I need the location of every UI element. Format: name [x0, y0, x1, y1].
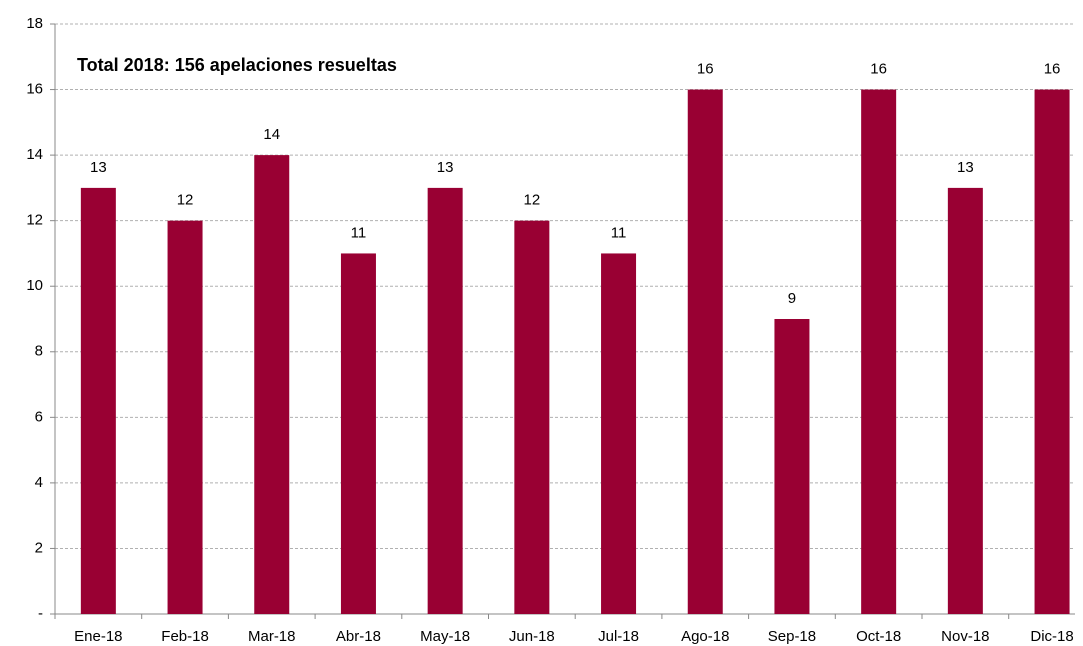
- bar: [80, 187, 116, 614]
- y-tick-label: 2: [35, 539, 43, 556]
- x-tick-label: Ene-18: [74, 628, 122, 645]
- x-tick-label: Sep-18: [768, 628, 816, 645]
- bar: [601, 253, 637, 614]
- y-tick-label: 14: [26, 146, 43, 163]
- x-tick-label: Abr-18: [336, 628, 381, 645]
- data-label: 12: [177, 192, 194, 209]
- data-label: 11: [351, 224, 367, 241]
- annotation: Total 2018: 156 apelaciones resueltas: [77, 55, 397, 75]
- bar: [254, 155, 290, 614]
- y-tick-label: 6: [35, 408, 43, 425]
- x-tick-label: Ago-18: [681, 628, 729, 645]
- x-tick-label: May-18: [420, 628, 470, 645]
- bar: [514, 220, 550, 614]
- data-label: 16: [697, 61, 714, 78]
- bar: [167, 220, 203, 614]
- data-label: 13: [90, 159, 107, 176]
- y-tick-label: -: [38, 605, 43, 622]
- x-tick-label: Dic-18: [1030, 628, 1073, 645]
- bar: [774, 319, 810, 614]
- bar: [687, 89, 723, 615]
- x-tick-label: Nov-18: [941, 628, 989, 645]
- y-tick-label: 12: [26, 212, 43, 229]
- x-tick-label: Oct-18: [856, 628, 901, 645]
- y-tick-label: 4: [35, 474, 43, 491]
- bar: [427, 187, 463, 614]
- data-label: 12: [524, 192, 541, 209]
- y-tick-label: 16: [26, 81, 43, 98]
- bar: [1034, 89, 1070, 615]
- data-label: 9: [788, 290, 796, 307]
- x-tick-label: Feb-18: [161, 628, 209, 645]
- data-label: 16: [1044, 61, 1061, 78]
- data-label: 11: [611, 224, 627, 241]
- bar: [340, 253, 376, 614]
- y-tick-label: 10: [26, 277, 43, 294]
- x-tick-label: Mar-18: [248, 628, 296, 645]
- x-tick-label: Jun-18: [509, 628, 555, 645]
- bar: [947, 187, 983, 614]
- data-label: 16: [870, 61, 887, 78]
- x-tick-label: Jul-18: [598, 628, 639, 645]
- data-label: 13: [437, 159, 454, 176]
- data-label: 13: [957, 159, 974, 176]
- data-label: 14: [263, 126, 280, 143]
- bar: [861, 89, 897, 615]
- y-tick-label: 18: [26, 15, 43, 32]
- y-tick-label: 8: [35, 343, 43, 360]
